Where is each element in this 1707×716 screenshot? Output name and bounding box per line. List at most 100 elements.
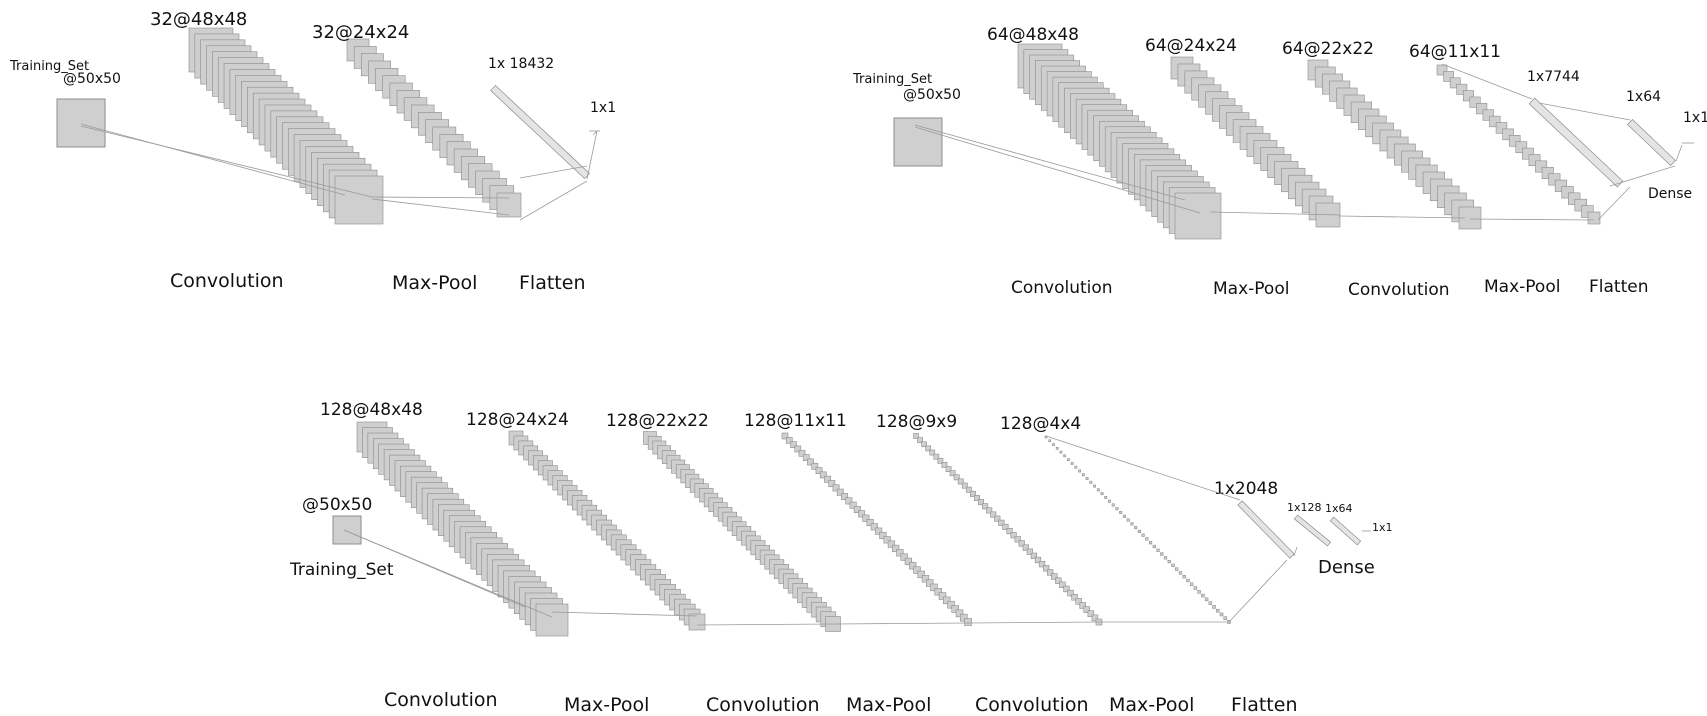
feature-map [1018, 540, 1025, 547]
stack-32-24x24 [346, 38, 522, 218]
op-label-max-pool: Max-Pool [392, 272, 477, 294]
feature-map [1216, 608, 1220, 613]
feature-map [1574, 198, 1587, 212]
feature-map [1554, 179, 1568, 192]
feature-map [951, 605, 959, 613]
feature-map [900, 553, 908, 561]
feature-map [1130, 522, 1134, 526]
feature-map [1522, 147, 1534, 160]
connector-line [80, 123, 346, 196]
diagram-2: Training_Set@50x50 64@48x48 64@24x24 64@22x… [852, 25, 1707, 300]
connector-line [1675, 144, 1683, 162]
stack-128-24x24 [508, 430, 706, 631]
feature-map [959, 613, 968, 622]
feature-map [858, 510, 866, 518]
feature-map [1079, 602, 1086, 609]
op-label-flatten: Flatten [1231, 694, 1297, 716]
feature-map [1508, 135, 1521, 147]
feature-map [1178, 571, 1183, 575]
layer-label: 1x128 [1287, 501, 1322, 514]
connector-line [80, 125, 373, 198]
feature-map [1197, 590, 1201, 594]
feature-map [781, 432, 789, 440]
feature-map [1436, 64, 1448, 76]
feature-map [909, 562, 917, 570]
feature-map [1482, 109, 1494, 121]
feature-map [794, 445, 802, 453]
feature-map [955, 609, 964, 618]
feature-map [1074, 465, 1078, 469]
feature-map [802, 454, 810, 461]
layer-label: 1x1 [1683, 110, 1707, 126]
feature-map [1122, 514, 1126, 518]
op-label-max-pool: Max-Pool [1484, 277, 1560, 297]
feature-map [949, 470, 956, 477]
feature-map [937, 457, 944, 464]
feature-map [929, 449, 936, 456]
op-label-flatten: Flatten [519, 272, 585, 294]
op-label-max-pool: Max-Pool [1213, 279, 1289, 299]
stack-64-24x24 [1170, 56, 1341, 228]
feature-map [1548, 173, 1561, 186]
feature-map [1568, 192, 1581, 205]
feature-map [866, 518, 874, 527]
feature-map [957, 478, 964, 485]
connector-line [1441, 63, 1533, 100]
op-label-convolution: Convolution [1348, 280, 1450, 300]
layer-label: 64@48x48 [987, 25, 1079, 45]
feature-map [1134, 526, 1138, 530]
feature-map [1208, 601, 1213, 605]
feature-map [1071, 593, 1078, 601]
op-label-flatten: Flatten [1589, 277, 1648, 297]
feature-map [1081, 473, 1085, 477]
input-name-label: Training_Set [9, 59, 89, 74]
feature-map [875, 527, 883, 535]
feature-map [1201, 593, 1205, 598]
feature-map [1100, 492, 1104, 496]
feature-map [535, 603, 569, 637]
feature-map [1469, 96, 1481, 108]
layer-label: 1x 18432 [488, 56, 554, 72]
connector-line [967, 621, 1101, 624]
feature-map [974, 495, 980, 501]
feature-map [892, 544, 900, 553]
connector-line [1339, 215, 1466, 219]
feature-map [1055, 577, 1062, 584]
connector-line [1293, 546, 1298, 557]
layer-label: 128@11x11 [744, 411, 847, 431]
layer-label: 128@9x9 [876, 412, 957, 432]
layer-label: 1x7744 [1527, 69, 1580, 85]
input-size-label: @50x50 [63, 71, 121, 87]
feature-map [921, 441, 927, 448]
feature-map [1193, 586, 1198, 590]
connector-line [586, 130, 598, 180]
feature-map [1515, 141, 1528, 154]
connector-line [343, 529, 526, 608]
dense-vector [1293, 514, 1332, 547]
layer-label: 64@22x22 [1282, 39, 1374, 59]
feature-map [953, 474, 960, 481]
op-label-convolution: Convolution [384, 689, 498, 711]
feature-map [921, 575, 930, 583]
input-image [332, 515, 362, 545]
connector-line [371, 196, 510, 199]
input-image [893, 117, 943, 167]
feature-map [1160, 552, 1164, 556]
feature-map [1055, 446, 1059, 450]
feature-map [1010, 532, 1017, 539]
diagram-1: Training_Set@50x50 32@48x48 32@24x24 1x 184… [9, 9, 616, 294]
feature-map [1078, 469, 1082, 473]
layer-label: 128@24x24 [466, 410, 569, 430]
feature-map [1059, 581, 1066, 589]
op-label-convolution: Convolution [1011, 278, 1113, 298]
feature-map [1495, 122, 1508, 134]
feature-map [862, 514, 870, 522]
feature-map [798, 449, 806, 457]
feature-map [845, 497, 853, 505]
op-label-dense: Dense [1318, 557, 1375, 578]
feature-map [1047, 569, 1054, 576]
feature-map [925, 445, 932, 452]
feature-map [926, 579, 934, 587]
layer-label: 128@22x22 [606, 411, 709, 431]
layer-label: 32@24x24 [312, 22, 409, 43]
